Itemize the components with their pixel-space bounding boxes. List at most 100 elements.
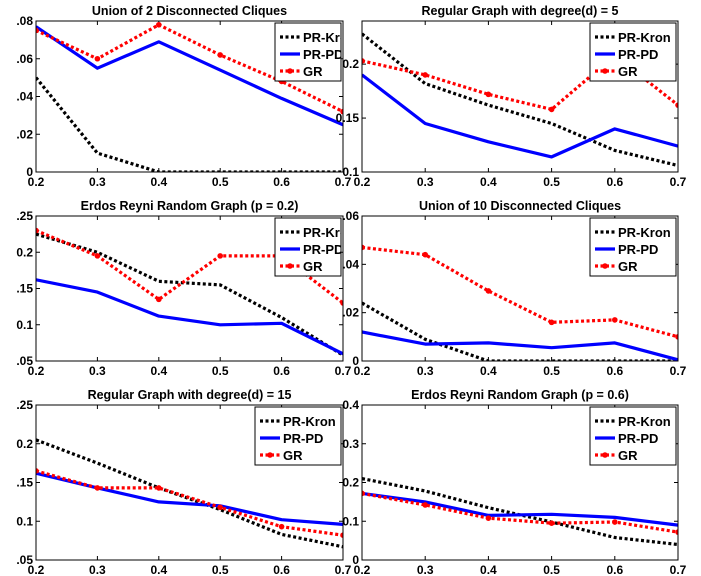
x-tick-label: 0.4 — [480, 364, 497, 378]
y-tick-label: .25 — [16, 398, 33, 412]
x-tick-label: 0.7 — [335, 364, 352, 378]
x-tick-label: 0.6 — [273, 364, 290, 378]
axes-frame — [361, 20, 679, 173]
x-tick-label: 0.4 — [150, 175, 167, 189]
y-tick-label: .02 — [16, 127, 33, 141]
legend-marker — [287, 263, 293, 269]
y-tick-label: .25 — [16, 209, 33, 223]
y-tick-label: .04 — [16, 90, 33, 104]
legend-label: PR-Kron — [618, 414, 671, 429]
series-line-pr-pd — [362, 73, 678, 159]
legend-label: PR-PD — [618, 242, 658, 257]
x-tick-label: 0.5 — [212, 563, 229, 576]
series-line-gr — [362, 491, 678, 534]
series-line-pr-kron — [36, 76, 343, 172]
x-tick-label: 0.7 — [670, 563, 687, 576]
data-point — [675, 102, 678, 108]
data-point — [217, 52, 223, 58]
x-tick-label: 0.3 — [417, 563, 434, 576]
legend-marker — [267, 452, 273, 458]
data-point — [422, 502, 429, 508]
x-tick-label: 0.2 — [354, 364, 371, 378]
legend-label: PR-Kron — [618, 225, 671, 240]
x-tick-label: 0.5 — [543, 175, 560, 189]
x-tick-label: 0.6 — [273, 175, 290, 189]
legend-label: PR-PD — [618, 431, 658, 446]
data-point — [422, 251, 429, 258]
legend-box — [589, 406, 677, 466]
data-point — [156, 296, 162, 303]
data-point — [94, 55, 101, 62]
axes-frame — [361, 215, 679, 362]
data-point — [94, 253, 101, 259]
legend-label: PR-PD — [303, 242, 343, 257]
x-tick-label: 0.4 — [150, 563, 167, 576]
data-point — [548, 520, 555, 526]
y-tick-label: 0.3 — [342, 437, 359, 451]
x-tick-label: 0.4 — [150, 364, 167, 378]
data-point — [36, 27, 39, 34]
x-tick-label: 0.5 — [543, 563, 560, 576]
x-tick-label: 0.4 — [480, 563, 497, 576]
y-tick-label: 0 — [26, 165, 33, 179]
data-point — [36, 468, 39, 474]
y-tick-label: .15 — [16, 282, 33, 296]
legend-box — [274, 22, 342, 82]
data-point — [217, 253, 223, 259]
x-tick-label: 0.2 — [354, 175, 371, 189]
series-line-gr — [36, 229, 343, 305]
legend-marker — [602, 68, 608, 74]
data-point — [362, 58, 365, 64]
legend-label: GR — [303, 259, 323, 274]
y-tick-label: 0 — [352, 553, 359, 567]
legend-label: GR — [283, 448, 303, 463]
series-line-pr-pd — [362, 330, 678, 361]
chart-title: Regular Graph with degree(d) = 15 — [88, 388, 292, 402]
y-tick-label: 0.1 — [16, 514, 33, 528]
x-tick-label: 0.6 — [606, 364, 623, 378]
legend-label: PR-PD — [618, 47, 658, 62]
x-tick-label: 0.3 — [89, 563, 106, 576]
series-line-pr-pd — [362, 491, 678, 527]
series-line-pr-kron — [362, 32, 678, 168]
series-line-pr-pd — [36, 25, 343, 127]
legend-label: PR-PD — [283, 431, 323, 446]
data-point — [362, 244, 365, 251]
legend-marker — [602, 452, 608, 458]
x-tick-label: 0.2 — [28, 563, 45, 576]
legend: PR-Kron PR-PD GR — [589, 22, 677, 82]
x-tick-label: 0.3 — [89, 175, 106, 189]
x-tick-label: 0.5 — [543, 364, 560, 378]
legend-label: PR-Kron — [303, 30, 356, 45]
data-point — [362, 490, 365, 497]
x-tick-label: 0.3 — [417, 364, 434, 378]
chart-title: Erdos Reyni Random Graph (p = 0.6) — [411, 388, 629, 402]
series-line-gr — [36, 23, 343, 114]
legend-label: GR — [618, 64, 638, 79]
legend-marker — [287, 68, 293, 74]
x-tick-label: 0.2 — [28, 364, 45, 378]
x-tick-label: 0.7 — [670, 364, 687, 378]
x-tick-label: 0.6 — [606, 563, 623, 576]
axes-frame — [35, 20, 344, 173]
x-tick-label: 0.3 — [417, 175, 434, 189]
data-point — [156, 21, 162, 28]
legend-label: GR — [618, 448, 638, 463]
x-tick-label: 0.5 — [212, 175, 229, 189]
series-line-gr — [36, 469, 343, 537]
x-tick-label: 0.3 — [89, 364, 106, 378]
subplot-4: Union of 10 Disconnected Cliques 0.2 0.3 0.… — [342, 199, 686, 378]
legend-label: PR-Kron — [283, 414, 336, 429]
y-tick-label: 0.2 — [16, 245, 33, 259]
y-tick-label: .06 — [16, 52, 33, 66]
legend: PR-Kron PR-PD GR — [274, 22, 356, 82]
x-tick-label: 0.4 — [480, 175, 497, 189]
chart-title: Union of 2 Disconnected Cliques — [92, 4, 287, 18]
subplot-5: Regular Graph with degree(d) = 15 0.2 0.3 0… — [16, 388, 351, 576]
data-point — [278, 523, 285, 530]
subplot-2: Regular Graph with degree(d) = 5 0.2 0.3 0.… — [336, 4, 687, 189]
data-point — [94, 485, 101, 491]
x-tick-label: 0.2 — [28, 175, 45, 189]
x-tick-label: 0.6 — [606, 175, 623, 189]
